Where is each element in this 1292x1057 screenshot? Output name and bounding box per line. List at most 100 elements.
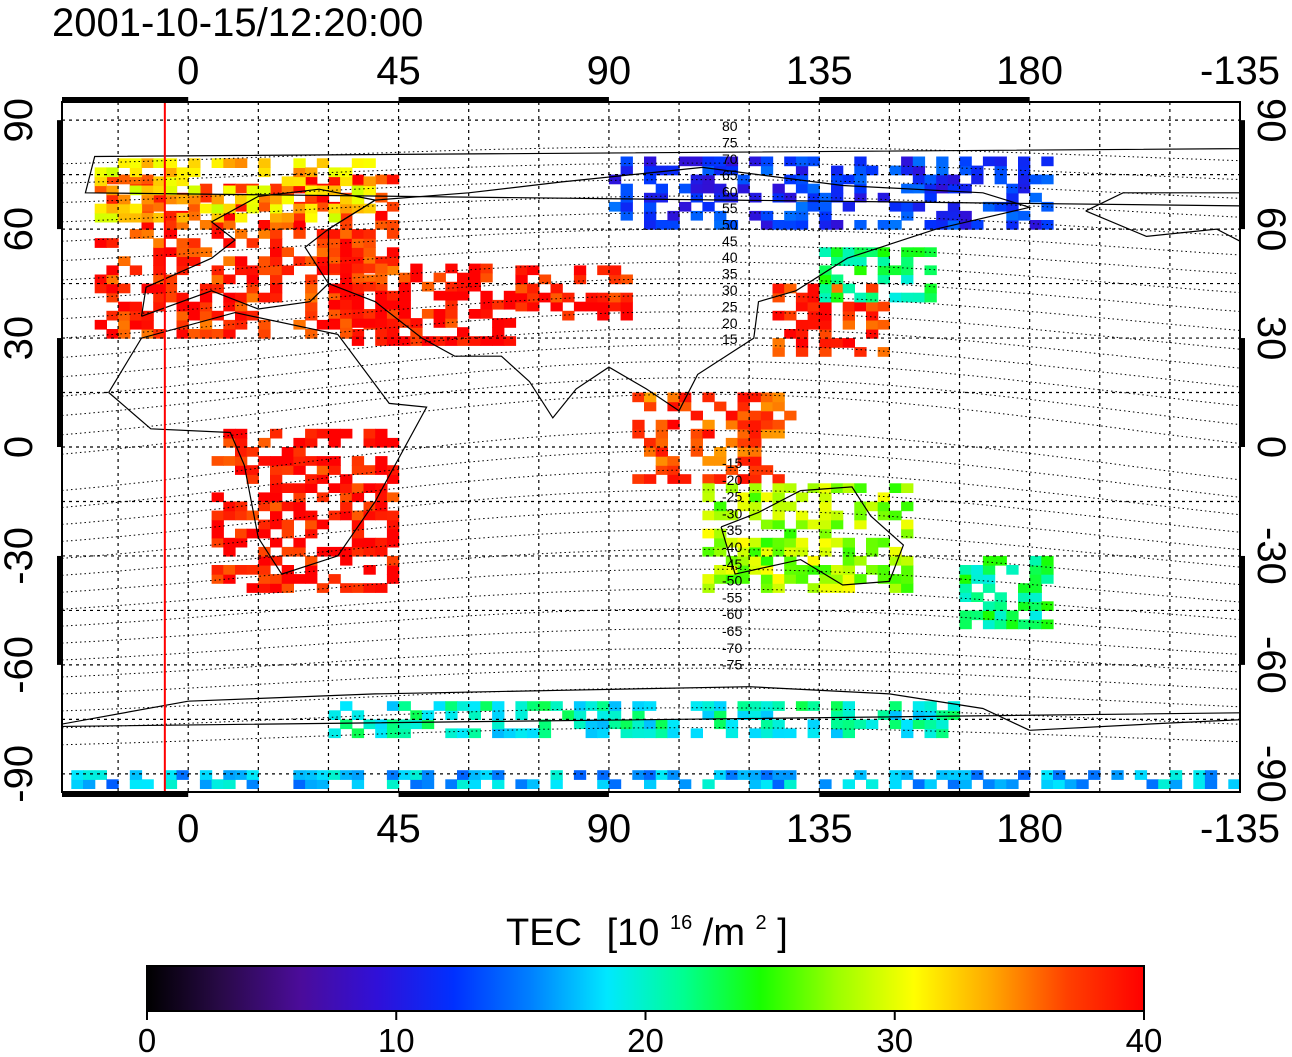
tec-pixel	[760, 419, 774, 430]
tec-pixel	[831, 510, 844, 521]
tec-pixel	[386, 437, 400, 448]
tec-pixel	[94, 238, 107, 248]
tec-pixel	[363, 428, 376, 439]
left-lat-label: -60	[0, 636, 41, 694]
tec-pixel	[515, 274, 528, 285]
tec-pixel	[106, 192, 119, 203]
tec-pixel	[281, 183, 294, 194]
tec-pixel	[246, 528, 259, 539]
tec-pixel	[702, 392, 715, 403]
tec-pixel	[702, 492, 715, 503]
tec-pixel	[947, 174, 961, 185]
tec-pixel	[807, 301, 820, 312]
tec-pixel	[281, 447, 294, 457]
tec-pixel	[270, 519, 283, 530]
tec-pixel	[211, 537, 224, 548]
tec-pixel	[363, 185, 376, 196]
tec-pixel	[690, 156, 703, 167]
tec-pixel	[714, 192, 727, 203]
tec-pixel	[328, 185, 341, 196]
contour-label: -75	[722, 657, 742, 673]
tec-pixel	[141, 220, 154, 230]
tec-pixel	[305, 528, 318, 539]
tec-pixel	[644, 174, 657, 185]
tec-pixel	[959, 779, 972, 789]
tec-pixel	[877, 265, 890, 276]
tec-pixel	[153, 247, 166, 257]
tec-pixel	[445, 710, 458, 720]
tec-pixel	[199, 310, 213, 321]
tec-pixel	[410, 779, 423, 789]
tec-pixel	[316, 428, 330, 439]
tec-pixel	[854, 574, 867, 584]
tec-pixel	[819, 501, 832, 512]
tec-pixel	[211, 265, 224, 276]
tec-pixel	[176, 265, 189, 276]
tec-pixel	[749, 474, 762, 484]
tec-pixel	[480, 272, 493, 283]
axis-labels: 04590135180-135-90-4504590135180-135-90-…	[0, 49, 1292, 851]
tec-pixel	[340, 770, 353, 780]
tec-pixel	[351, 174, 365, 185]
tec-pixel	[655, 419, 668, 430]
tec-pixel	[901, 292, 914, 303]
tec-pixel	[924, 728, 937, 739]
tec-pixel	[328, 247, 341, 257]
tec-pixel	[118, 158, 131, 168]
tec-pixel	[235, 456, 248, 466]
tec-pixel	[807, 519, 820, 530]
tec-pixel	[772, 483, 785, 493]
tec-pixel	[901, 483, 914, 493]
top-lon-label: 45	[376, 49, 421, 93]
tec-pixel	[690, 728, 703, 739]
tec-pixel	[947, 701, 961, 711]
tec-pixel	[164, 220, 178, 230]
tec-pixel	[819, 583, 832, 593]
tec-pixel	[211, 203, 224, 214]
tec-pixel	[971, 565, 984, 575]
tec-pixel	[597, 719, 610, 730]
tec-data-layer	[1, 156, 1240, 789]
tec-pixel	[223, 537, 236, 548]
tec-pixel	[176, 256, 189, 266]
tec-pixel	[842, 719, 855, 730]
tec-pixel	[211, 510, 224, 521]
tec-pixel	[1169, 779, 1183, 789]
tec-pixel	[1, 393, 13, 403]
tec-pixel	[305, 192, 318, 203]
tec-pixel	[807, 555, 820, 566]
tec-pixel	[831, 283, 844, 294]
tec-pixel	[305, 519, 318, 530]
contour-label: 30	[722, 282, 738, 298]
tec-pixel	[351, 238, 365, 248]
tec-pixel	[655, 192, 668, 203]
tec-pixel	[246, 283, 259, 294]
tec-pixel	[386, 701, 400, 711]
tec-pixel	[538, 701, 552, 711]
tec-pixel	[819, 574, 832, 584]
tec-pixel	[655, 728, 668, 739]
tec-pixel	[398, 309, 411, 319]
tec-pixel	[527, 701, 540, 711]
tec-pixel	[515, 779, 528, 789]
tec-pixel	[1018, 183, 1031, 194]
tec-pixel	[795, 201, 809, 212]
tec-pixel	[644, 192, 657, 203]
tec-pixel	[164, 779, 178, 789]
tec-pixel	[866, 719, 879, 730]
tec-pixel	[281, 483, 294, 493]
tec-pixel	[866, 779, 879, 789]
contour-label: 75	[722, 134, 738, 150]
tec-pixel	[737, 456, 750, 466]
tec-pixel	[258, 583, 271, 593]
tec-pixel	[842, 319, 855, 330]
tec-pixel	[351, 465, 365, 475]
tec-pixel	[94, 319, 107, 330]
tec-pixel	[714, 546, 727, 557]
contour-label: 35	[722, 266, 738, 282]
tec-pixel	[375, 174, 388, 185]
frame-segment	[819, 97, 1030, 102]
tec-pixel	[1146, 779, 1159, 789]
tec-pixel	[235, 158, 248, 168]
tec-pixel	[608, 292, 622, 303]
